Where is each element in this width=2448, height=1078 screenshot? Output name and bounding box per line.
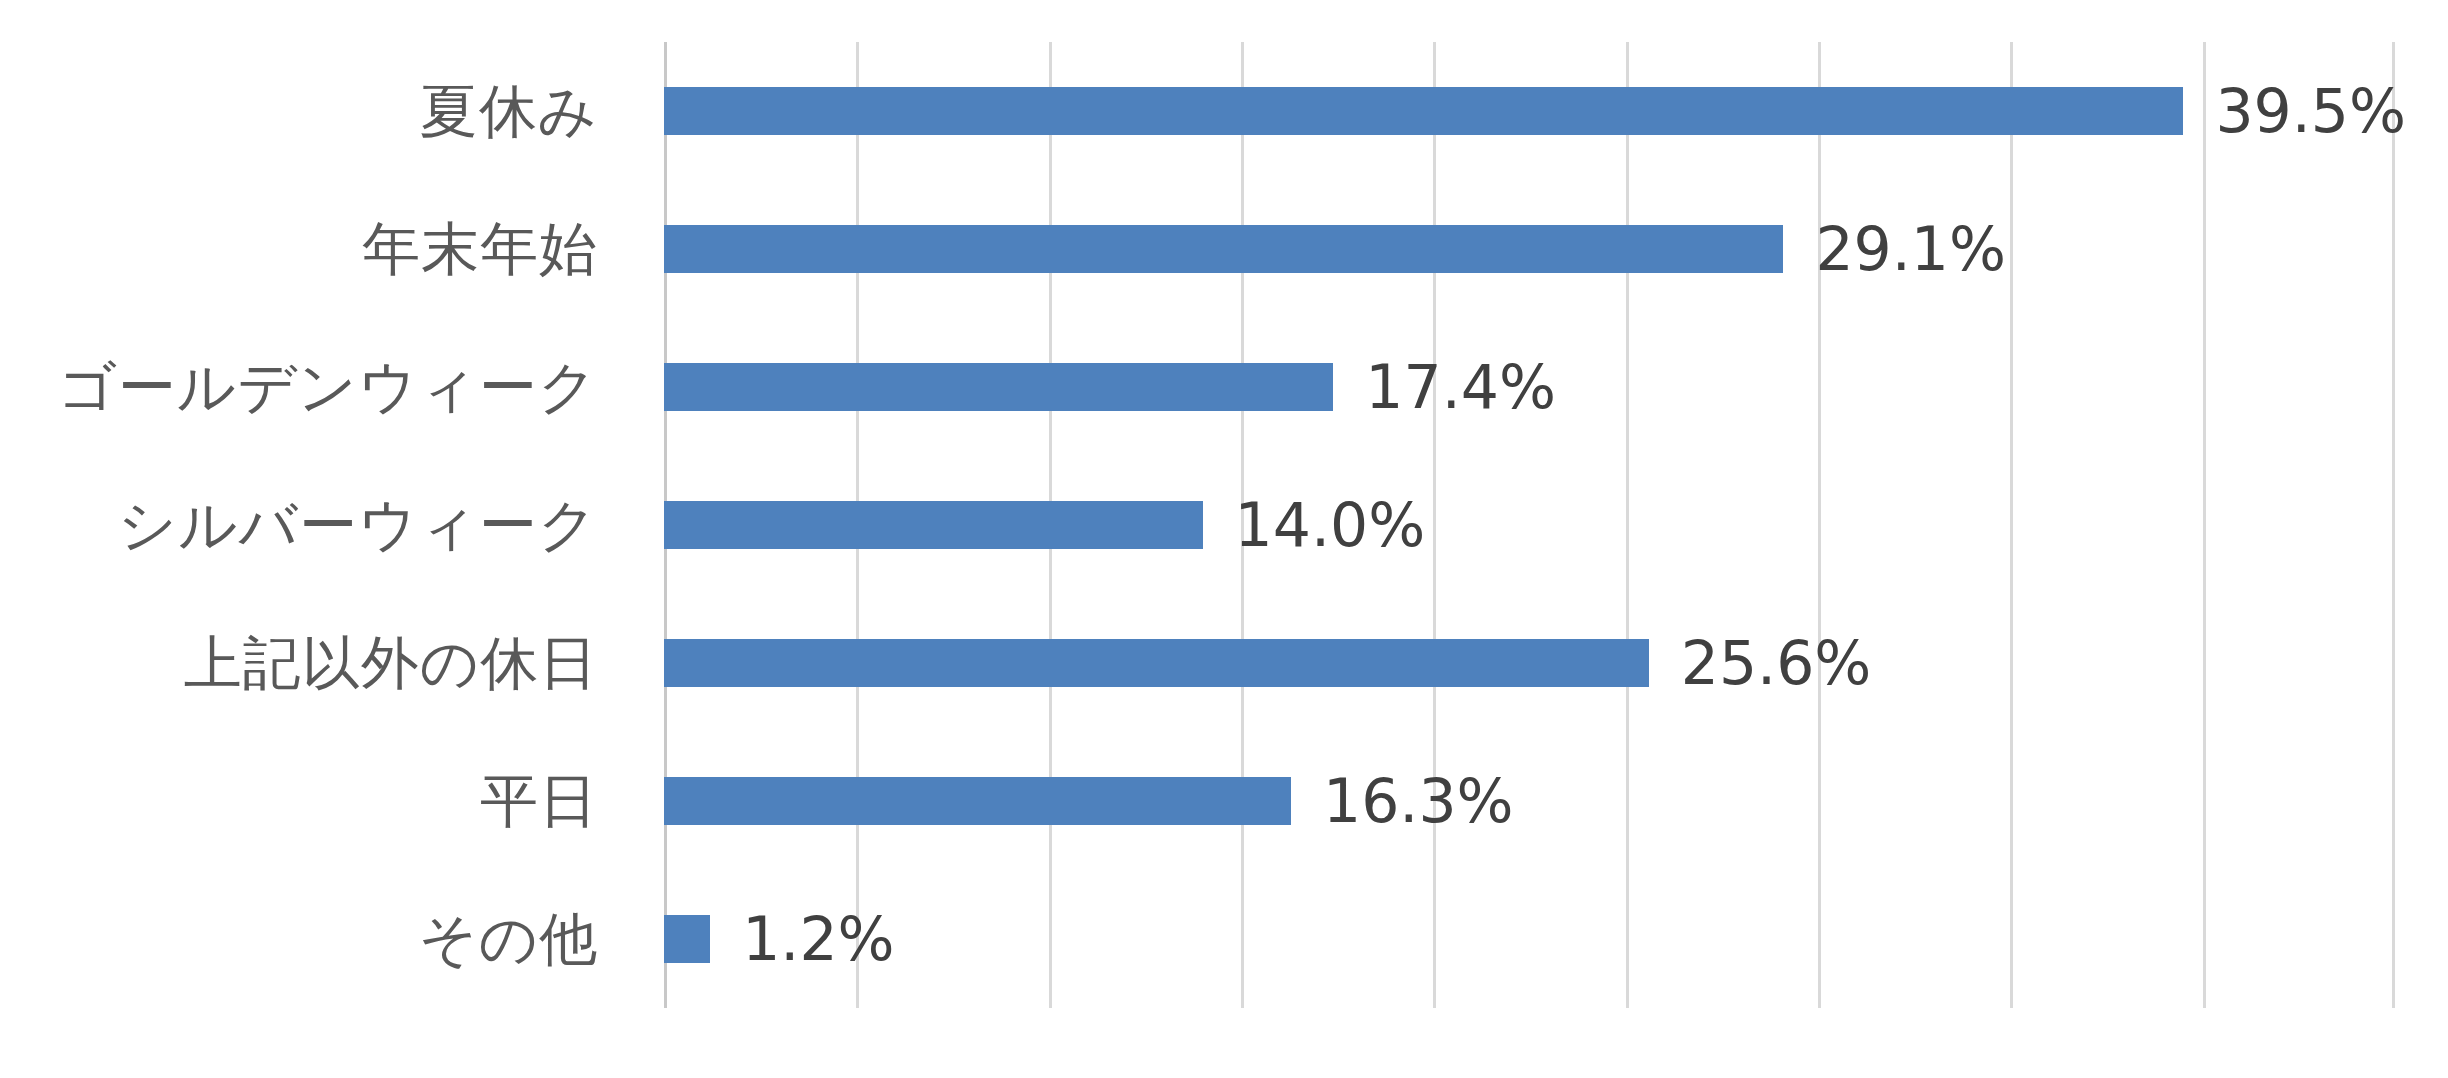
bar-row: ゴールデンウィーク 17.4% bbox=[0, 318, 2448, 456]
category-label: 年末年始 bbox=[0, 220, 664, 278]
value-label: 16.3% bbox=[1323, 771, 1514, 831]
bar-track: 25.6% bbox=[664, 594, 2395, 732]
bar bbox=[664, 639, 1649, 687]
value-label: 1.2% bbox=[742, 909, 894, 969]
rows-layer: 夏休み39.5%年末年始29.1%ゴールデンウィーク17.4%シルバーウィーク1… bbox=[0, 42, 2448, 1008]
bar-row: 上記以外の休日 25.6% bbox=[0, 594, 2448, 732]
category-label: シルバーウィーク bbox=[0, 496, 664, 554]
bar-track: 17.4% bbox=[664, 318, 2395, 456]
bar bbox=[664, 777, 1291, 825]
value-label: 39.5% bbox=[2215, 81, 2406, 141]
bar-row: 年末年始 29.1% bbox=[0, 180, 2448, 318]
bar-track: 1.2% bbox=[664, 870, 2395, 1008]
bar-track: 29.1% bbox=[664, 180, 2395, 318]
value-label: 17.4% bbox=[1365, 357, 1556, 417]
bar bbox=[664, 225, 1783, 273]
category-label: 平日 bbox=[0, 772, 664, 830]
bar bbox=[664, 501, 1203, 549]
bar-row: シルバーウィーク 14.0% bbox=[0, 456, 2448, 594]
bar-track: 14.0% bbox=[664, 456, 2395, 594]
value-label: 14.0% bbox=[1235, 495, 1426, 555]
bar-track: 16.3% bbox=[664, 732, 2395, 870]
value-label: 29.1% bbox=[1815, 219, 2006, 279]
category-label: その他 bbox=[0, 910, 664, 968]
category-label: ゴールデンウィーク bbox=[0, 358, 664, 416]
value-label: 25.6% bbox=[1681, 633, 1872, 693]
bar bbox=[664, 363, 1333, 411]
bar-row: 平日 16.3% bbox=[0, 732, 2448, 870]
bar bbox=[664, 87, 2183, 135]
bar-row: 夏休み39.5% bbox=[0, 42, 2448, 180]
bar-track: 39.5% bbox=[664, 42, 2395, 180]
bar-row: その他 1.2% bbox=[0, 870, 2448, 1008]
category-label: 上記以外の休日 bbox=[0, 634, 664, 692]
category-label: 夏休み bbox=[0, 82, 664, 140]
bar bbox=[664, 915, 710, 963]
bar-chart: 夏休み39.5%年末年始29.1%ゴールデンウィーク17.4%シルバーウィーク1… bbox=[0, 0, 2448, 1078]
